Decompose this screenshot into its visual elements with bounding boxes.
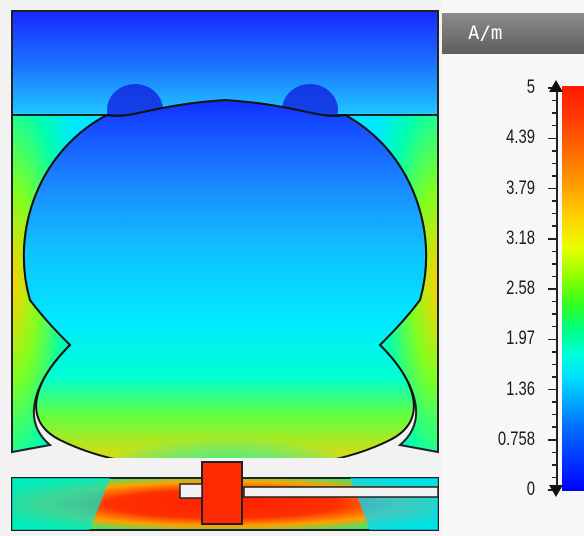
colorbar-minor-tick xyxy=(552,175,558,177)
colorbar-tick-mark xyxy=(548,288,558,290)
colorbar-minor-tick xyxy=(552,325,558,328)
colorbar-tick-mark xyxy=(548,439,558,441)
colorbar-minor-tick xyxy=(552,313,558,315)
colorbar-minor-tick xyxy=(552,124,558,127)
colorbar-minor-tick xyxy=(552,476,558,479)
colorbar-tick-label: 3.18 xyxy=(506,227,535,249)
colorbar-minor-tick xyxy=(552,112,558,114)
feed-stub xyxy=(201,461,243,525)
colorbar-minor-tick xyxy=(552,300,558,303)
colorbar-tick-mark xyxy=(548,238,558,240)
colorbar-tick-mark xyxy=(548,187,558,190)
colorbar-minor-tick xyxy=(552,162,558,165)
min-arrow-icon xyxy=(549,485,563,497)
colorbar-minor-tick xyxy=(552,225,558,227)
colorbar-minor-tick xyxy=(552,212,558,215)
feed-notch-left xyxy=(179,483,203,499)
max-arrow-icon xyxy=(549,80,563,92)
colorbar-tick-label: 5 xyxy=(526,77,535,98)
top-region xyxy=(11,10,439,116)
colorbar-minor-tick xyxy=(552,464,558,466)
colorbar-minor-tick xyxy=(552,363,558,366)
colorbar-tick-label: 0.758 xyxy=(497,428,535,450)
colorbar-minor-tick xyxy=(552,200,558,202)
colorbar-minor-tick xyxy=(552,401,558,403)
colorbar-minor-tick xyxy=(552,451,558,454)
colorbar-tick-label: 1.36 xyxy=(506,378,535,400)
colorbar-minor-tick xyxy=(552,376,558,378)
colorbar xyxy=(562,86,584,491)
colorbar-tick-mark xyxy=(548,338,558,340)
colorbar-minor-tick xyxy=(552,263,558,265)
colorbar-tick-mark xyxy=(548,137,558,139)
colorbar-tick-label: 0 xyxy=(526,479,535,500)
colorbar-tick-mark xyxy=(548,388,558,391)
colorbar-minor-tick xyxy=(552,150,558,152)
colorbar-minor-tick xyxy=(552,99,558,102)
field-plot xyxy=(11,10,439,531)
feed-notch-right xyxy=(243,486,439,498)
unit-label: A/m xyxy=(442,13,584,54)
colorbar-minor-tick xyxy=(552,250,558,253)
colorbar-tick-label: 2.58 xyxy=(506,278,535,299)
colorbar-tick-label: 4.39 xyxy=(506,127,535,149)
colorbar-tick-label: 1.97 xyxy=(506,328,535,350)
ground-strip-fade-left xyxy=(12,478,110,530)
colorbar-minor-tick xyxy=(552,275,558,278)
colorbar-minor-tick xyxy=(552,426,558,428)
colorbar-tick-label: 3.79 xyxy=(506,177,535,199)
colorbar-minor-tick xyxy=(552,351,558,353)
colorbar-minor-tick xyxy=(552,413,558,416)
